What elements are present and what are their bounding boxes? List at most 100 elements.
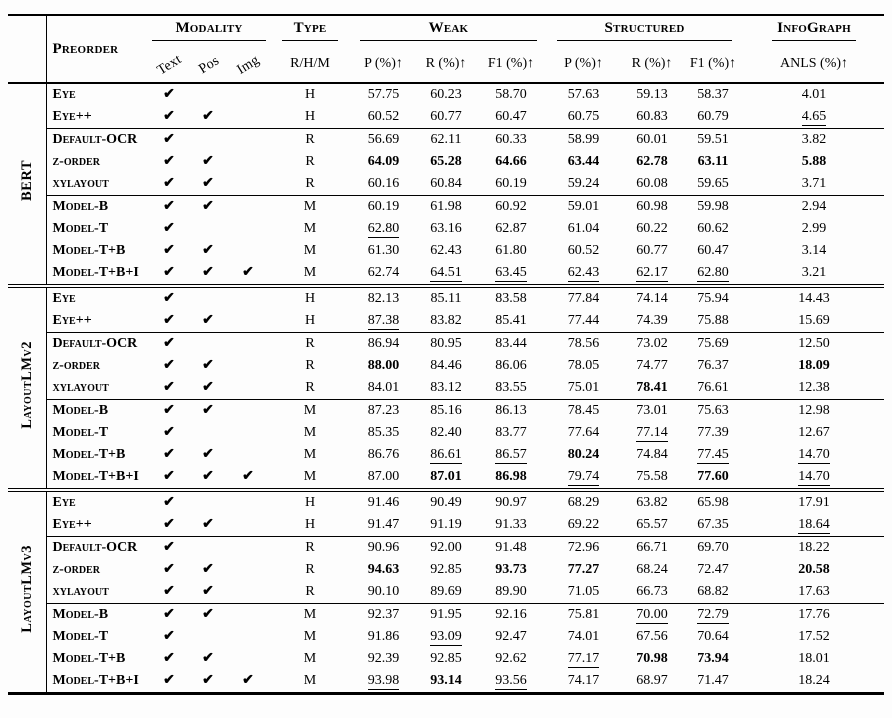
empty-cell	[228, 536, 268, 559]
weak-f1-value: 61.80	[495, 243, 527, 258]
group-section-layoutlmv2: LayoutLMv2 Eye ✔ H 82.13 85.11 83.58 77.84 74.14…	[8, 286, 885, 490]
weak-p-value: 92.37	[352, 603, 415, 626]
table-row: xylayout ✔ ✔ R 90.10 89.69 89.90 71.05 66.73 68.8…	[8, 581, 884, 604]
structured-r-value: 62.78	[636, 154, 668, 169]
paper-table-page: Preorder Modality Type Weak Structured I…	[0, 14, 892, 718]
group-section-bert: BERT Eye ✔ H 57.75 60.23 58.70 57.63 59.13 58.37 4…	[8, 83, 885, 286]
empty-cell	[188, 490, 228, 514]
preorder-label: Model-T	[52, 425, 109, 440]
anls-value: 4.01	[801, 87, 827, 102]
anls-value: 17.63	[798, 584, 830, 599]
text-check-icon: ✔	[163, 495, 175, 510]
weak-p-value: 64.09	[367, 154, 400, 169]
structured-r-value: 60.08	[636, 176, 668, 191]
structured-p-value: 74.17	[567, 673, 600, 688]
text-check-icon: ✔	[163, 313, 175, 328]
text-check-icon: ✔	[163, 380, 175, 395]
preorder-label: Eye	[52, 291, 76, 306]
weak-p-value: 87.00	[367, 469, 400, 484]
anls-value: 12.67	[798, 425, 830, 440]
structured-f1-value: 72.47	[697, 562, 729, 577]
structured-p-value: 68.29	[567, 495, 600, 510]
structured-f1-value: 76.61	[697, 380, 729, 395]
type-cell: M	[303, 629, 317, 644]
weak-p-value: 88.00	[367, 358, 400, 373]
table-row: Model-B ✔ ✔ M 60.19 61.98 60.92 59.01 60.98 59.98…	[8, 195, 885, 218]
structured-p-value: 78.56	[545, 332, 622, 355]
type-cell: M	[303, 447, 317, 462]
table-row: z-order ✔ ✔ R 64.09 65.28 64.66 63.44 62.78 63.11…	[8, 151, 884, 173]
type-cell: H	[304, 291, 316, 306]
img-check-icon: ✔	[242, 673, 254, 688]
preorder-label: Model-T+B+I	[52, 673, 139, 688]
weak-f1-value: 89.90	[495, 584, 527, 599]
empty-cell	[188, 536, 228, 559]
structured-p-value: 74.01	[567, 629, 600, 644]
pos-check-icon: ✔	[202, 109, 214, 124]
weak-f1-value: 60.47	[495, 109, 527, 124]
empty-cell	[228, 151, 268, 173]
anls-value: 2.99	[801, 221, 827, 236]
preorder-header: Preorder	[52, 40, 119, 57]
structured-r-value: 75.58	[636, 469, 668, 484]
type-cell: R	[305, 584, 315, 599]
text-check-icon: ✔	[163, 629, 175, 644]
preorder-label: xylayout	[52, 584, 109, 599]
structured-f1-value: 72.79	[682, 603, 745, 626]
preorder-label: z-order	[52, 154, 100, 169]
text-check-icon: ✔	[163, 221, 175, 236]
weak-f1-value: 83.77	[495, 425, 527, 440]
structured-p-value: 58.99	[545, 128, 622, 151]
empty-cell	[228, 128, 268, 151]
table-row: LayoutLMv2 Eye ✔ H 82.13 85.11 83.58 77.84 74.14…	[8, 286, 884, 490]
empty-cell	[188, 128, 228, 151]
pos-check-icon: ✔	[202, 673, 214, 688]
weak-r-value: 85.11	[430, 291, 462, 306]
pos-check-icon: ✔	[202, 517, 214, 532]
type-cell: H	[304, 109, 316, 124]
weak-p-value: 56.69	[352, 128, 415, 151]
group-section-layoutlmv3: LayoutLMv3 Eye ✔ H 91.46 90.49 90.97 68.29 63.82…	[8, 490, 885, 694]
table-row: z-order ✔ ✔ R 94.63 92.85 93.73 77.27 68.24 72.47…	[8, 559, 884, 581]
weak-r-value: 65.28	[430, 154, 462, 169]
weak-r-value: 90.49	[430, 495, 462, 510]
anls-value: 18.22	[744, 536, 885, 559]
structured-r-value: 73.02	[622, 332, 682, 355]
weak-r-value: 85.16	[415, 399, 477, 422]
structured-p-value: 59.24	[567, 176, 600, 191]
structured-f1-value: 59.51	[682, 128, 745, 151]
empty-cell	[228, 444, 268, 466]
type-cell: M	[303, 243, 317, 258]
weak-r-value: 62.11	[415, 128, 477, 151]
empty-cell	[188, 332, 228, 355]
type-cell: H	[304, 87, 316, 102]
model-group-label-text: LayoutLMv3	[18, 544, 35, 633]
model-group-label-text: BERT	[18, 160, 35, 201]
anls-value: 3.71	[801, 176, 827, 191]
weak-f1-value: 83.44	[477, 332, 545, 355]
table-row: z-order ✔ ✔ R 88.00 84.46 86.06 78.05 74.77 76.37…	[8, 355, 884, 377]
structured-f1-value: 60.62	[697, 221, 729, 236]
weak-p-value: 93.98	[367, 673, 400, 690]
table-row: BERT Eye ✔ H 57.75 60.23 58.70 57.63 59.13 58.37 4…	[8, 83, 884, 286]
table-row: Model-T ✔ M 91.86 93.09 92.47 74.01 67.56 70.64 1…	[8, 626, 884, 648]
structured-r-value: 68.97	[636, 673, 668, 688]
pos-check-icon: ✔	[202, 154, 214, 169]
text-check-icon: ✔	[163, 265, 175, 280]
pos-check-icon: ✔	[202, 469, 214, 484]
weak-r-value: 87.01	[430, 469, 462, 484]
structured-r-value: 77.14	[636, 425, 668, 442]
empty-cell	[228, 422, 268, 444]
structured-f1-value: 65.98	[697, 495, 729, 510]
weak-f1-value: 86.06	[495, 358, 527, 373]
type-cell: H	[304, 313, 316, 328]
structured-r-value: 67.56	[636, 629, 668, 644]
text-check-icon: ✔	[163, 425, 175, 440]
weak-r-value: 93.09	[430, 629, 462, 646]
preorder-label: Model-T+B+I	[52, 265, 139, 280]
text-check-icon: ✔	[163, 447, 175, 462]
weak-f1-value: 90.97	[495, 495, 527, 510]
text-check-icon: ✔	[163, 87, 175, 102]
weak-p-header: P (%)↑	[364, 55, 403, 71]
weak-r-value: 62.43	[430, 243, 462, 258]
